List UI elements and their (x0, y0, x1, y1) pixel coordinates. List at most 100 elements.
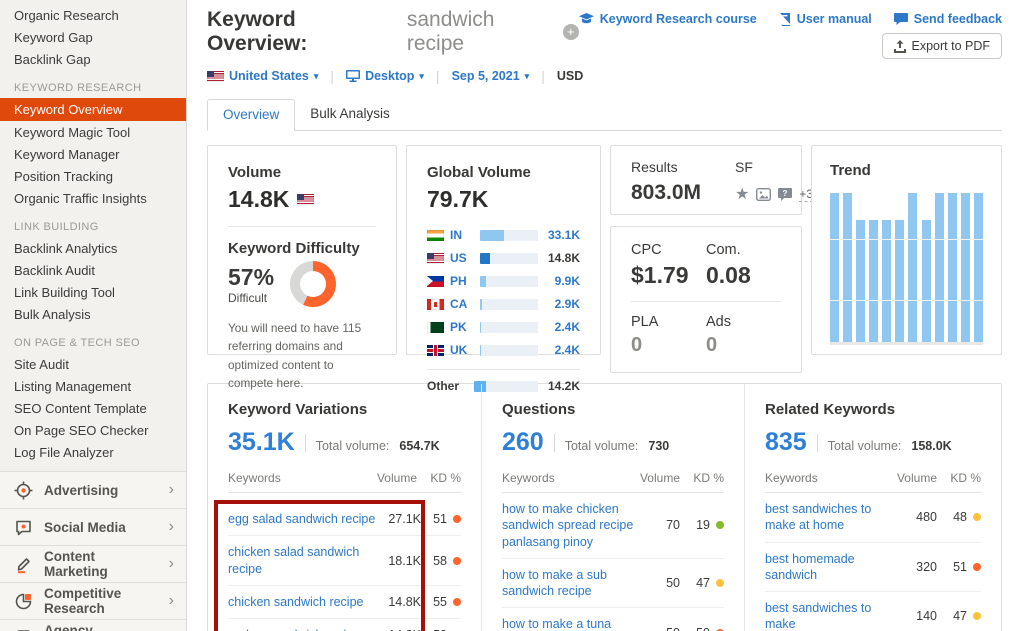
tab-bar: Overview Bulk Analysis (207, 98, 1002, 131)
keyword-link[interactable]: how to make a sub sandwich recipe (502, 558, 640, 609)
table-row: best sandwiches to make 140 47 (765, 591, 981, 631)
sidebar-group-advertising[interactable]: Advertising › (0, 471, 186, 508)
tab-overview[interactable]: Overview (207, 99, 296, 131)
sidebar-group-social-media[interactable]: Social Media › (0, 508, 186, 545)
kd-cell: 48 (937, 492, 981, 543)
filter-label: Sep 5, 2021 (451, 69, 520, 83)
country-volume[interactable]: 33.1K (547, 228, 580, 242)
global-volume-row: UK 2.4K (427, 343, 580, 357)
kd-cell: 58 (421, 535, 461, 586)
country-volume[interactable]: 2.9K (554, 297, 580, 311)
sidebar-item-keyword-overview[interactable]: Keyword Overview (0, 98, 186, 121)
keyword-link[interactable]: chicken salad sandwich recipe (228, 535, 389, 586)
global-volume-row: CA 2.9K (427, 297, 580, 311)
country-link[interactable]: UK (450, 343, 468, 357)
sidebar-item-link-building-tool[interactable]: Link Building Tool (14, 284, 115, 300)
total-volume-label: Total volume: (315, 439, 390, 453)
add-keyword-icon[interactable]: + (562, 24, 579, 40)
country-volume[interactable]: 2.4K (554, 343, 580, 357)
global-volume-row: PK 2.4K (427, 320, 580, 334)
cpc-value: $1.79 (631, 262, 689, 288)
user-manual-link[interactable]: User manual (779, 12, 872, 26)
related-keywords-section: Related Keywords 835 Total volume: 158.0… (744, 384, 1001, 631)
sidebar-group-agency-solutions[interactable]: Agency Solutions › (0, 619, 186, 631)
device-filter[interactable]: Desktop ▾ (346, 69, 424, 83)
pla-value: 0 (631, 334, 643, 356)
page-keyword: sandwich recipe (406, 8, 495, 55)
country-volume[interactable]: 2.4K (554, 320, 580, 334)
country-volume[interactable]: 9.9K (554, 274, 580, 288)
chevron-right-icon: › (168, 592, 174, 609)
questions-count[interactable]: 260 (502, 428, 544, 456)
country-link[interactable]: CA (450, 297, 468, 311)
keyword-link[interactable]: reuben sandwich recipe (228, 618, 389, 631)
chevron-down-icon: ▾ (419, 70, 424, 81)
sidebar-group-competitive-research[interactable]: Competitive Research › (0, 582, 186, 619)
sidebar-item-position-tracking[interactable]: Position Tracking (14, 168, 113, 184)
keyword-difficulty-title: Keyword Difficulty (228, 240, 360, 257)
sidebar-item-site-audit[interactable]: Site Audit (14, 356, 69, 372)
pla-label: PLA (631, 314, 659, 330)
speech-bubble-icon (16, 520, 31, 535)
keyword-link[interactable]: how to make a tuna sandwich recipe (502, 607, 640, 631)
kd-dot (716, 628, 724, 631)
global-volume-other-row: Other 14.2K (427, 379, 580, 393)
sidebar-item-listing-management[interactable]: Listing Management (14, 378, 132, 394)
sidebar-item-keyword-magic-tool[interactable]: Keyword Magic Tool (14, 124, 131, 140)
keyword-link[interactable]: egg salad sandwich recipe (228, 503, 389, 537)
country-link[interactable]: IN (450, 228, 462, 242)
sidebar-item-log-file-analyzer[interactable]: Log File Analyzer (14, 444, 114, 460)
global-volume-row: IN 33.1K (427, 228, 580, 242)
keyword-link[interactable]: best sandwiches to make at home (765, 492, 897, 543)
sidebar-item-onpage-seo-checker[interactable]: On Page SEO Checker (14, 422, 149, 438)
sidebar-item-keyword-gap[interactable]: Keyword Gap (14, 29, 93, 45)
variations-count[interactable]: 35.1K (228, 428, 295, 456)
kd-dot (973, 513, 981, 522)
keyword-link[interactable]: best homemade sandwich (765, 542, 897, 592)
pie-chart-icon (15, 593, 32, 609)
col-keywords: Keywords (228, 467, 336, 493)
sidebar-group-content-marketing[interactable]: Content Marketing › (0, 545, 186, 582)
sidebar-item-backlink-analytics[interactable]: Backlink Analytics (14, 240, 118, 256)
country-filter[interactable]: United States ▾ (207, 69, 318, 83)
country-link[interactable]: PH (450, 274, 467, 288)
questions-title: Questions (502, 401, 576, 418)
sidebar-item-seo-content-template[interactable]: SEO Content Template (14, 400, 147, 416)
ph-flag-icon (427, 275, 444, 287)
serp-features-label: SF (735, 159, 753, 175)
sidebar-item-bulk-analysis[interactable]: Bulk Analysis (14, 306, 91, 322)
separator: | (330, 68, 335, 84)
volume-bar (480, 344, 538, 356)
keyword-link[interactable]: chicken sandwich recipe (228, 585, 389, 620)
kd-dot (453, 597, 461, 606)
kd-percent: 57% (228, 263, 275, 290)
keyword-link[interactable]: best sandwiches to make (765, 591, 897, 631)
global-volume-card: Global Volume 79.7K IN 33.1K US 14.8K (406, 145, 601, 393)
kd-cell: 51 (937, 542, 981, 592)
keyword-research-course-link[interactable]: Keyword Research course (578, 12, 757, 26)
sf-more-link[interactable]: +3 (799, 186, 814, 202)
country-link[interactable]: US (450, 251, 467, 265)
table-row: how to make a sub sandwich recipe 50 47 (502, 558, 724, 609)
country-link[interactable]: PK (450, 320, 467, 334)
kd-cell: 51 (421, 503, 461, 537)
sidebar-item-backlink-gap[interactable]: Backlink Gap (14, 51, 91, 67)
related-keywords-title: Related Keywords (765, 401, 896, 418)
date-filter[interactable]: Sep 5, 2021 ▾ (452, 69, 530, 83)
page-title: Keyword Overview: (207, 8, 308, 55)
kd-dot (716, 579, 724, 587)
export-to-pdf-button[interactable]: Export to PDF (881, 33, 1002, 59)
sidebar-item-backlink-audit[interactable]: Backlink Audit (14, 262, 95, 278)
tab-bulk-analysis[interactable]: Bulk Analysis (310, 106, 390, 121)
sidebar-item-organic-research[interactable]: Organic Research (14, 7, 119, 23)
ca-flag-icon (427, 298, 444, 310)
volume-cell: 18.1K (388, 535, 421, 586)
related-count[interactable]: 835 (765, 428, 807, 456)
volume-bar (480, 252, 538, 264)
sidebar-item-organic-traffic-insights[interactable]: Organic Traffic Insights (14, 190, 147, 206)
sidebar-item-keyword-manager[interactable]: Keyword Manager (14, 146, 120, 162)
target-icon (14, 481, 33, 499)
send-feedback-link[interactable]: Send feedback (893, 12, 1002, 26)
keyword-link[interactable]: how to make chicken sandwich spread reci… (502, 492, 640, 559)
